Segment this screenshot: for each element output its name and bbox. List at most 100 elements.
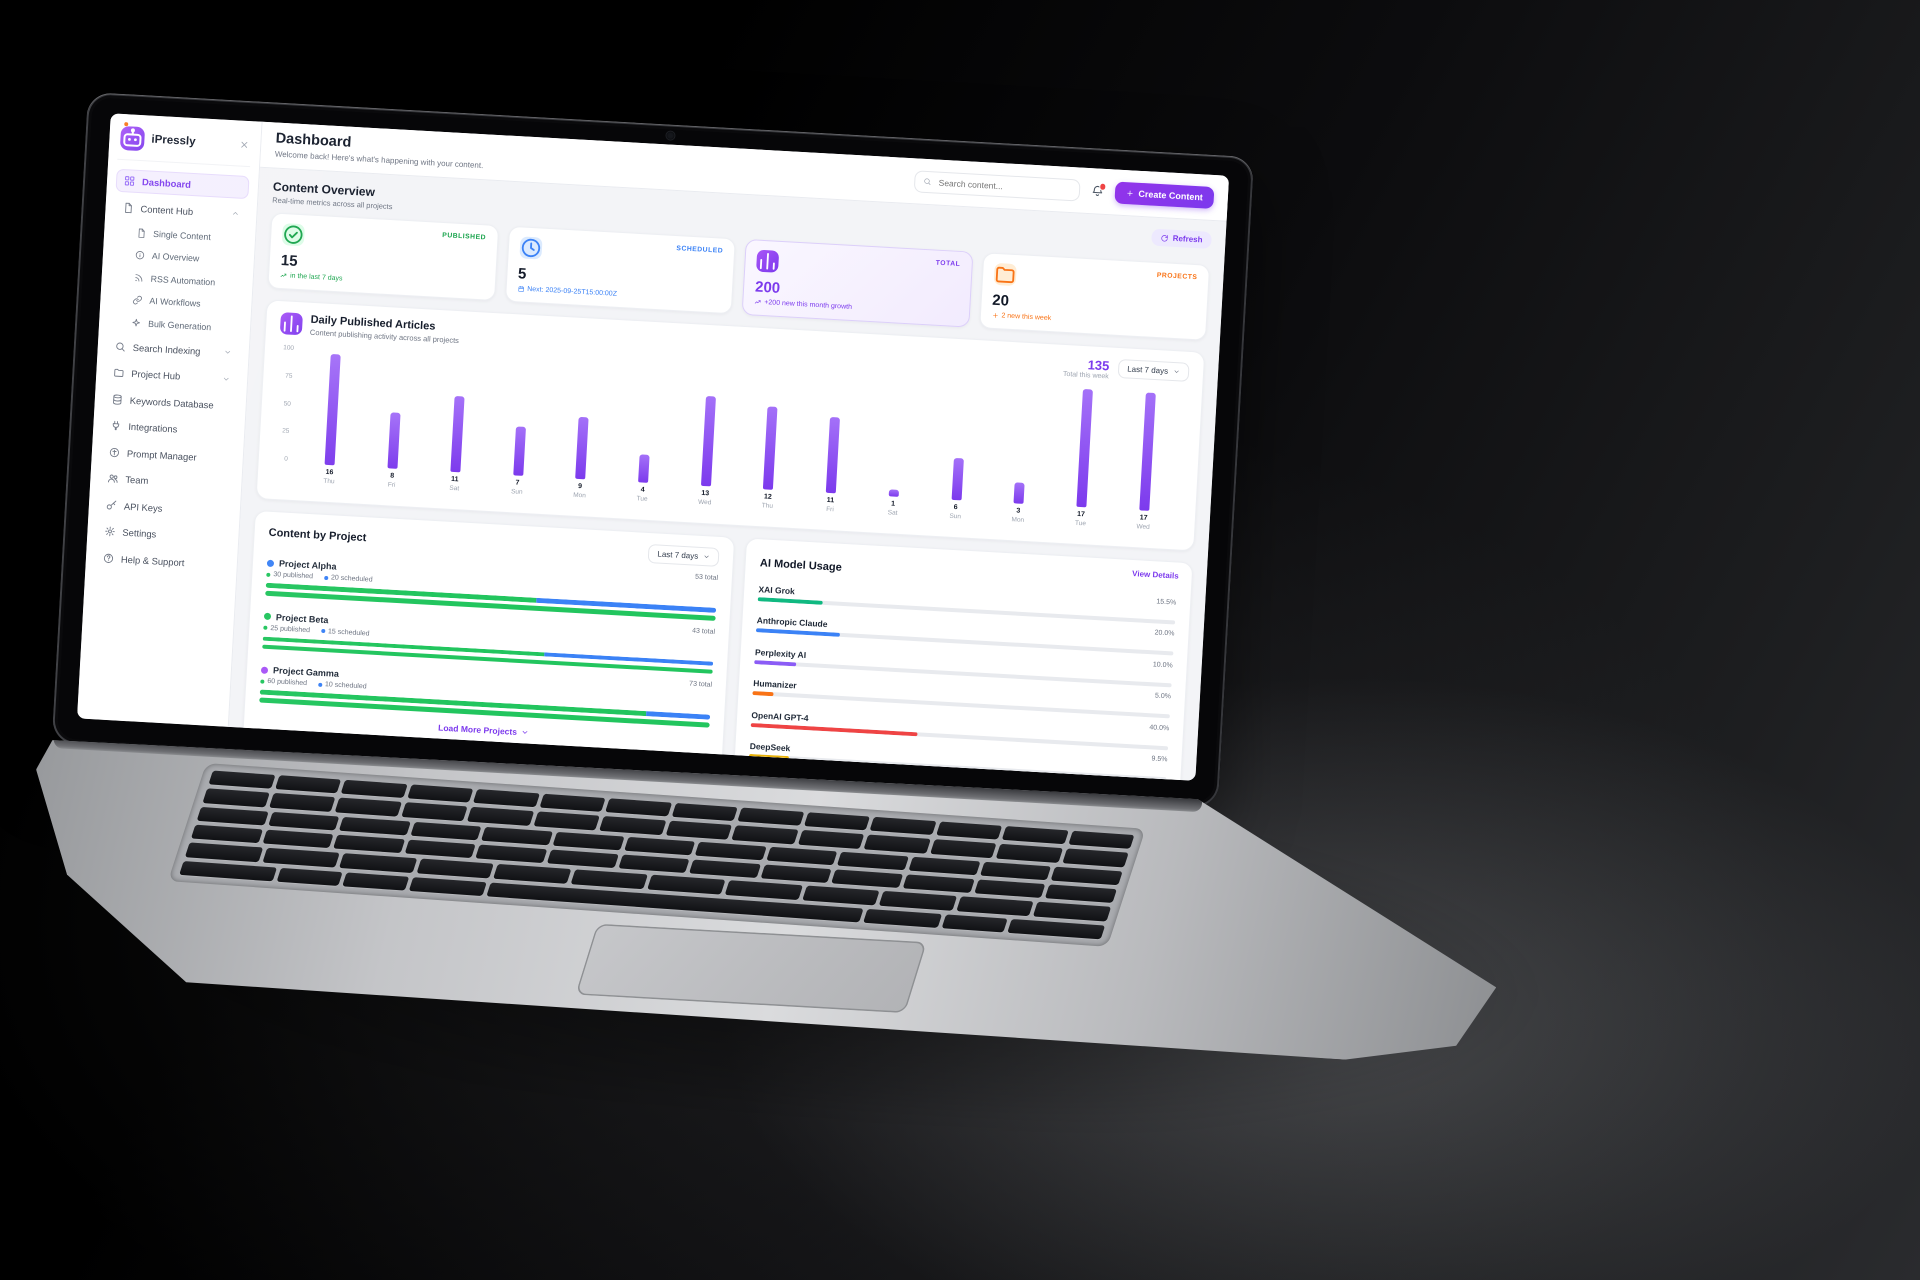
- laptop-key: [416, 859, 494, 878]
- bar-day-label: Tue: [636, 495, 648, 503]
- chart-bar: 1 Sat: [861, 377, 932, 524]
- sidebar-item-project-hub[interactable]: Project Hub: [105, 360, 239, 390]
- laptop-key: [731, 826, 798, 844]
- sidebar-item-label: Prompt Manager: [126, 447, 197, 463]
- sidebar-item-help-support[interactable]: Help & Support: [94, 546, 228, 576]
- laptop-key: [605, 798, 672, 816]
- laptop-key: [539, 794, 606, 812]
- refresh-icon: [1161, 234, 1169, 242]
- laptop-key: [208, 771, 275, 789]
- chevron-down-icon: [521, 728, 529, 736]
- laptop-key: [473, 789, 540, 807]
- sidebar-item-bulk-generation[interactable]: Bulk Generation: [124, 312, 242, 338]
- chart-bar: 16 Thu: [297, 346, 368, 493]
- chevron-down-icon: [1173, 368, 1180, 375]
- chevron-down-icon: [223, 348, 231, 356]
- laptop-key: [335, 798, 402, 816]
- laptop: iPressly Dashboard: [51, 92, 1590, 1147]
- sidebar-item-search-indexing[interactable]: Search Indexing: [106, 334, 240, 364]
- card-note: +200 new this month growth: [754, 299, 958, 317]
- content-area: Content Overview Real-time metrics acros…: [229, 168, 1227, 781]
- sidebar-item-ai-workflows[interactable]: AI Workflows: [125, 290, 243, 316]
- chart-bar: 3 Mon: [986, 384, 1057, 531]
- sidebar-item-label: Help & Support: [120, 553, 185, 568]
- overview-card-total: TOTAL 200 +200 new this month growth: [741, 238, 973, 328]
- laptop-key: [276, 867, 343, 885]
- sidebar-item-prompt-manager[interactable]: Prompt Manager: [100, 440, 234, 470]
- bell-icon[interactable]: [1091, 184, 1105, 198]
- sidebar-item-label: Search Indexing: [132, 341, 201, 357]
- sidebar-item-settings[interactable]: Settings: [96, 519, 230, 549]
- load-more-projects-link[interactable]: Load More Projects: [258, 712, 709, 747]
- bar-value-label: 7: [515, 479, 520, 487]
- card-note: in the last 7 days: [280, 272, 484, 290]
- laptop-key: [407, 784, 474, 802]
- project-color-dot: [263, 612, 272, 621]
- overview-card-scheduled: SCHEDULED 5 Next: 2025-09-25T15:00:00Z: [504, 225, 736, 315]
- laptop-key: [476, 845, 548, 864]
- sidebar-item-ai-overview[interactable]: AI Overview: [127, 245, 245, 271]
- y-axis-tick: 50: [283, 399, 292, 408]
- chart-bar: 13 Wed: [673, 367, 744, 514]
- bar-value-label: 11: [826, 496, 835, 505]
- search-input[interactable]: [936, 176, 1072, 196]
- laptop-key: [1045, 884, 1117, 903]
- laptop-key: [909, 856, 981, 875]
- sidebar-item-keywords-database[interactable]: Keywords Database: [103, 387, 237, 417]
- overview-cards: PUBLISHED 15 in the last 7 days: [267, 212, 1211, 341]
- laptop-key: [262, 830, 334, 849]
- sidebar-item-label: RSS Automation: [150, 273, 216, 287]
- sidebar-item-integrations[interactable]: Integrations: [102, 413, 236, 443]
- chart-bar: 7 Sun: [485, 356, 556, 503]
- laptop-key: [404, 840, 476, 859]
- bar-day-label: Fri: [825, 505, 834, 514]
- laptop-key: [262, 848, 340, 867]
- bar-day-label: Sat: [449, 484, 460, 493]
- y-axis-tick: 75: [285, 372, 293, 380]
- chart-bar: 9 Mon: [548, 360, 619, 507]
- laptop-key: [197, 807, 269, 826]
- laptop-key: [1033, 902, 1111, 921]
- bar-day-label: Wed: [697, 498, 712, 507]
- bar-value-label: 11: [450, 475, 459, 484]
- laptop-key: [599, 816, 666, 834]
- ai-model-usage-panel: View Details AI Model Usage 15.5% XAI Gr…: [733, 537, 1194, 781]
- laptop-screen: iPressly Dashboard: [51, 92, 1255, 809]
- sidebar-item-team[interactable]: Team: [99, 466, 233, 496]
- projects-range-select[interactable]: Last 7 days: [647, 544, 720, 567]
- bar-value-label: 8: [389, 472, 395, 480]
- plug-icon: [110, 420, 122, 432]
- sidebar-item-single-content[interactable]: Single Content: [129, 223, 247, 249]
- users-icon: [107, 473, 119, 485]
- sidebar-item-content-hub[interactable]: Content Hub: [114, 195, 248, 225]
- create-content-button[interactable]: Create Content: [1114, 181, 1215, 209]
- card-tag: TOTAL: [935, 259, 961, 268]
- panel-title: Content by Project: [268, 526, 367, 544]
- laptop-key: [341, 780, 408, 798]
- content-overview-header: Content Overview Real-time metrics acros…: [272, 179, 1212, 256]
- search-box[interactable]: [914, 169, 1082, 202]
- scheduled-count: 15 scheduled: [327, 627, 370, 638]
- laptop-key: [553, 832, 625, 851]
- laptop-camera: [666, 131, 675, 140]
- sidebar-item-api-keys[interactable]: API Keys: [97, 493, 231, 523]
- laptop-key: [648, 875, 726, 894]
- sidebar-item-dashboard[interactable]: Dashboard: [115, 168, 250, 200]
- laptop-key: [689, 860, 761, 879]
- laptop-key: [797, 830, 864, 848]
- sidebar-item-rss-automation[interactable]: RSS Automation: [126, 267, 244, 293]
- y-axis-tick: 100: [282, 344, 295, 352]
- scheduled-count: 20 scheduled: [330, 574, 373, 584]
- bar-day-label: Sat: [887, 509, 898, 517]
- refresh-button[interactable]: Refresh: [1151, 228, 1212, 249]
- chart-range-select[interactable]: Last 7 days: [1117, 358, 1190, 382]
- laptop-key: [1002, 826, 1069, 844]
- laptop-key: [1062, 849, 1129, 867]
- bar-value-label: 16: [325, 468, 334, 477]
- sidebar-item-label: Bulk Generation: [147, 318, 212, 332]
- laptop-key: [410, 822, 482, 841]
- close-icon[interactable]: [239, 140, 250, 151]
- document-icon: [122, 202, 134, 214]
- trend-up-icon: [754, 299, 761, 306]
- laptop-key: [467, 807, 534, 825]
